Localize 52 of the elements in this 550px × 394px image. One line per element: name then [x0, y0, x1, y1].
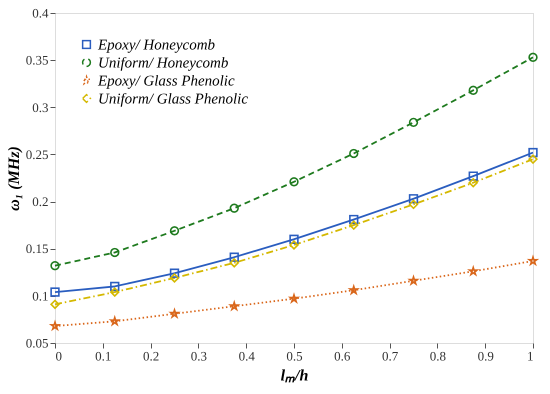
y-tick-label: 0.1	[32, 288, 48, 304]
point	[110, 282, 120, 292]
point	[468, 178, 478, 188]
x-tick-label: 0.2	[142, 348, 160, 364]
point	[408, 118, 418, 128]
point	[349, 220, 358, 230]
point	[528, 148, 538, 158]
point	[349, 214, 358, 224]
legend-label: Epoxy/ Honeycomb	[97, 38, 216, 54]
y-tick-label: 0.3	[32, 100, 48, 115]
x-axis-title: lₘ/h	[280, 368, 308, 384]
x-tick-label: 0.9	[478, 348, 494, 364]
x-tick-label: 0.4	[238, 348, 256, 364]
point	[230, 252, 239, 262]
legend-label: Uniform/ Glass Phenolic	[98, 92, 248, 108]
point	[110, 287, 120, 297]
point	[289, 240, 299, 250]
y-tick-label: 0.4	[32, 6, 49, 20]
point	[50, 287, 60, 297]
point	[170, 226, 180, 236]
point	[50, 300, 60, 310]
y-tick-label: 0.25	[26, 146, 48, 162]
legend-label: Uniform/ Honeycomb	[98, 56, 229, 72]
x-tick-label: 0.8	[430, 348, 446, 364]
x-tick-label: 0	[56, 348, 62, 364]
point	[289, 177, 299, 186]
point	[468, 171, 478, 181]
point	[170, 268, 180, 278]
x-tick-label: 0.7	[382, 348, 399, 364]
point	[408, 194, 418, 204]
y-tick-label: 0.05	[26, 336, 48, 350]
point	[528, 52, 538, 62]
point	[170, 273, 180, 283]
x-tick-label: 1	[527, 348, 534, 364]
point	[230, 204, 239, 213]
x-tick-label: 0.1	[95, 348, 112, 364]
point	[289, 234, 299, 244]
point	[110, 248, 120, 258]
y-axis-title: ω₁ (MHz)	[6, 146, 23, 211]
legend-label: Epoxy/ Glass Phenolic	[97, 74, 235, 90]
point	[230, 258, 239, 268]
x-tick-label: 0.3	[190, 348, 208, 364]
x-tick-label: 0.6	[334, 348, 351, 364]
point	[50, 261, 60, 270]
y-tick-label: 0.15	[26, 241, 48, 256]
point	[408, 200, 418, 210]
x-tick-label: 0.5	[286, 348, 303, 364]
point	[468, 86, 478, 95]
y-tick-label: 0.2	[32, 194, 48, 210]
y-tick-label: 0.35	[26, 52, 48, 68]
point	[349, 148, 358, 158]
point	[528, 154, 538, 164]
